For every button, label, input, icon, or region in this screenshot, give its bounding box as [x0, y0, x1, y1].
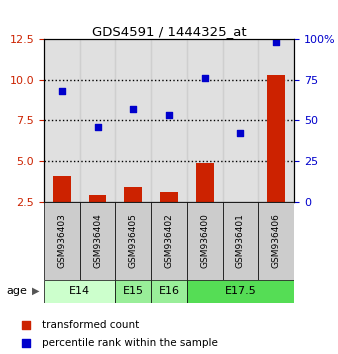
Point [166, 113, 172, 118]
Bar [223, 39, 258, 202]
Title: GDS4591 / 1444325_at: GDS4591 / 1444325_at [92, 25, 246, 38]
Text: age: age [7, 286, 28, 296]
Point [280, 259, 285, 265]
Point [59, 88, 65, 94]
Text: GSM936405: GSM936405 [129, 213, 138, 268]
Point [273, 39, 279, 45]
Text: E15: E15 [123, 286, 144, 296]
Bar [44, 39, 80, 202]
Bar [223, 202, 258, 280]
Bar [53, 176, 71, 202]
Bar [258, 39, 294, 202]
Bar [151, 280, 187, 303]
Bar [187, 202, 223, 280]
Text: GSM936402: GSM936402 [165, 213, 173, 268]
Bar [44, 202, 80, 280]
Text: GSM936400: GSM936400 [200, 213, 209, 268]
Bar [124, 187, 142, 202]
Point [238, 131, 243, 136]
Bar [89, 195, 106, 202]
Bar [187, 39, 223, 202]
Bar [258, 202, 294, 280]
Bar [115, 39, 151, 202]
Point [95, 124, 100, 130]
Text: E16: E16 [159, 286, 179, 296]
Text: percentile rank within the sample: percentile rank within the sample [42, 338, 217, 348]
Bar [267, 75, 285, 202]
Point [202, 75, 208, 81]
Bar [151, 39, 187, 202]
Text: E17.5: E17.5 [224, 286, 256, 296]
Bar [80, 39, 115, 202]
Bar [115, 280, 151, 303]
Bar [232, 202, 249, 204]
Bar [80, 202, 115, 280]
Bar [196, 163, 214, 202]
Text: transformed count: transformed count [42, 320, 139, 330]
Text: GSM936404: GSM936404 [93, 213, 102, 268]
Bar [160, 192, 178, 202]
Text: ▶: ▶ [32, 286, 40, 296]
Text: GSM936403: GSM936403 [57, 213, 66, 268]
Bar [44, 280, 115, 303]
Bar [187, 280, 294, 303]
Point [130, 106, 136, 112]
Point [280, 98, 285, 104]
Bar [115, 202, 151, 280]
Text: GSM936401: GSM936401 [236, 213, 245, 268]
Text: GSM936406: GSM936406 [272, 213, 281, 268]
Bar [151, 202, 187, 280]
Text: E14: E14 [69, 286, 90, 296]
